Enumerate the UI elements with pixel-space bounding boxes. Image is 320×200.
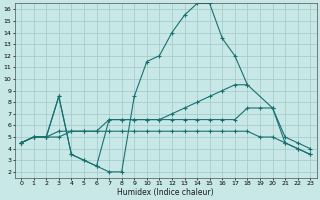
X-axis label: Humidex (Indice chaleur): Humidex (Indice chaleur) <box>117 188 214 197</box>
